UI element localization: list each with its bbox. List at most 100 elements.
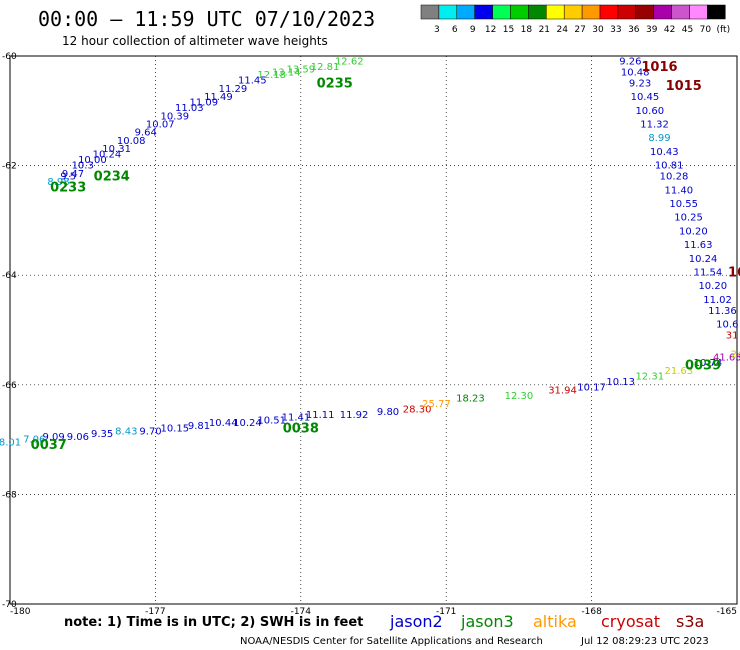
swh-data-label: 10.08 [117, 136, 146, 147]
swh-data-label: 9.35 [91, 429, 113, 440]
plot-frame [9, 55, 738, 605]
y-tick-label: -60 [2, 52, 17, 62]
swh-data-label: 9.06 [67, 432, 89, 443]
swh-data-label: 10.3 [72, 161, 94, 172]
time-label: 16 [728, 265, 740, 280]
satellite-legend-item: jason2 [389, 612, 443, 631]
colorbar-label: 70 [700, 25, 712, 35]
time-label: 1016 [641, 60, 677, 75]
colorbar-label: 33 [610, 25, 621, 35]
colorbar-label: 6 [452, 25, 458, 35]
colorbar-label: 30 [592, 25, 604, 35]
time-label: 0038 [283, 422, 319, 437]
generated-timestamp: Jul 12 08:29:23 UTC 2023 [580, 636, 709, 647]
swh-data-label: 8.01 [0, 437, 21, 448]
swh-data-label: 18.23 [456, 394, 485, 405]
swh-data-label: 9.23 [629, 78, 651, 89]
swh-data-label: 11.09 [190, 98, 219, 109]
swh-data-label: 10.00 [78, 155, 107, 166]
swh-data-label: 9.81 [188, 421, 210, 432]
y-tick-label: -64 [2, 271, 17, 281]
colorbar-swatch [671, 4, 690, 20]
time-labels: 0233 0234 0235 1016 1015 16 0037 0038 0039 [31, 60, 740, 453]
x-tick-labels: -180 -177 -174 -171 -168 -165 [10, 607, 737, 617]
swh-data-label: 10.31 [102, 144, 131, 155]
swh-data-label: 9.80 [377, 407, 399, 418]
swh-data-label: 11.29 [219, 84, 248, 95]
chart-title: 00:00 — 11:59 UTC 07/10/2023 [38, 7, 375, 31]
swh-data-label: 21.63 [665, 366, 694, 377]
swh-data-label: 12.62 [335, 56, 364, 67]
swh-data-label: 10.20 [698, 281, 727, 292]
swh-data-label: 10.15 [160, 424, 189, 435]
swh-data-label: 41.63 [713, 352, 740, 363]
swh-data-label: 31 [726, 330, 739, 341]
swh-data-label: 10.43 [650, 147, 679, 158]
swh-data-label: 11.11 [306, 410, 335, 421]
y-tick-label: -70 [2, 600, 17, 610]
swh-data-label: 28.30 [403, 404, 432, 415]
colorbar-label: 27 [574, 25, 585, 35]
swh-data-label: 11.02 [703, 295, 732, 306]
swh-data-label: 11.63 [684, 240, 713, 251]
colorbar-swatch [420, 4, 440, 20]
swh-data-label: 10.55 [669, 199, 698, 210]
satellite-legend-item: cryosat [601, 612, 660, 631]
swh-data-label: 10.24 [689, 254, 718, 265]
swh-data-label: 10.20 [679, 226, 708, 237]
colorbar-label: 45 [682, 25, 693, 35]
colorbar-swatch [546, 4, 565, 20]
satellite-legend-item: jason3 [460, 612, 514, 631]
swh-data-label: 10.60 [635, 106, 664, 117]
satellite-legend-item: s3a [676, 612, 704, 631]
y-tick-label: -68 [2, 490, 17, 500]
colorbar-label: 36 [628, 25, 640, 35]
chart-subtitle: 12 hour collection of altimeter wave hei… [62, 34, 328, 48]
swh-data-label: 31.94 [548, 385, 577, 396]
swh-data-label: 10.28 [660, 172, 689, 183]
colorbar-swatch [474, 4, 493, 20]
swh-data-label: 9.64 [135, 128, 157, 139]
swh-data-label: 10.07 [146, 120, 175, 131]
swh-data-label: 13.59 [286, 65, 315, 76]
y-tick-label: -62 [2, 162, 17, 172]
swh-data-label: 10.13 [606, 377, 635, 388]
swh-data-label: 8.99 [648, 133, 670, 144]
data-labels: 8.989.59.4710.310.0010.2410.3110.089.641… [0, 56, 740, 448]
colorbar-label: 24 [556, 25, 568, 35]
footer-note: note: 1) Time is in UTC; 2) SWH is in fe… [64, 615, 363, 630]
colorbar-swatch [563, 4, 583, 20]
grid-lines [10, 56, 737, 604]
swh-data-label: 25.77 [422, 399, 451, 410]
colorbar-swatch [581, 4, 601, 20]
time-label: 0233 [50, 181, 86, 196]
colorbar-swatch [528, 4, 547, 20]
swh-data-label: 11.36 [708, 306, 737, 317]
swh-data-label: 10.51 [257, 415, 286, 426]
swh-data-label: 10.39 [160, 111, 189, 122]
swh-data-label: 11.49 [204, 92, 233, 103]
swh-data-label: 10.17 [577, 383, 606, 394]
colorbar-swatch [707, 4, 726, 20]
satellite-legend-item: altika [533, 612, 577, 631]
swh-data-label: 10.48 [621, 67, 650, 78]
swh-data-label: 9.26 [619, 56, 641, 67]
swh-data-label: 11.32 [640, 120, 669, 131]
credit-text: NOAA/NESDIS Center for Satellite Applica… [240, 636, 543, 647]
swh-data-label: 9.09 [42, 432, 64, 443]
colorbar-label: 9 [470, 25, 476, 35]
time-label: 0039 [685, 359, 721, 374]
colorbar-label: 39 [646, 25, 658, 35]
colorbar-swatch [653, 4, 672, 20]
colorbar-swatch [510, 4, 529, 20]
swh-data-label: 12.18 [257, 70, 286, 81]
swh-data-label: 12.31 [635, 372, 664, 383]
colorbar-label: 42 [664, 25, 675, 35]
colorbar-swatch [617, 4, 637, 20]
x-tick-label: -180 [10, 607, 31, 617]
swh-data-label: 24 [731, 350, 740, 361]
swh-data-label: 11.40 [665, 185, 694, 196]
colorbar-swatch [438, 4, 458, 20]
colorbar-swatch [456, 4, 475, 20]
